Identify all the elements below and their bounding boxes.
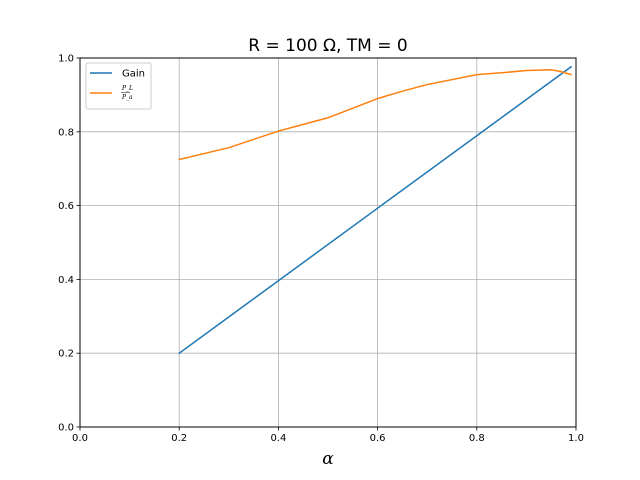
series-line-1	[178, 69, 572, 161]
y-tick-label: 0.6	[58, 201, 74, 212]
x-tick-label: 0.8	[469, 433, 485, 444]
series-line-0	[178, 65, 573, 355]
plot-frame	[79, 57, 577, 428]
x-tick-label: 1.0	[568, 433, 584, 444]
y-tick-label: 0.8	[58, 127, 74, 138]
x-tick-label: 0.0	[72, 433, 88, 444]
y-tick-label: 0.4	[58, 275, 74, 286]
x-tick-label: 0.2	[171, 433, 187, 444]
x-tick-label: 0.4	[270, 433, 286, 444]
x-axis: 0.0 0.2 0.4 0.6 0.8 1.0	[72, 427, 584, 444]
y-tick-label: 0.0	[58, 423, 74, 434]
legend: Gain P_L P_a	[85, 62, 152, 110]
legend-label-gain: Gain	[122, 69, 145, 80]
plot-area	[80, 58, 576, 427]
series-layer	[178, 65, 573, 355]
legend-label-power-ratio-numerator: P_L	[121, 85, 133, 92]
y-tick-label: 1.0	[58, 54, 74, 65]
grid-lines	[79, 57, 577, 428]
chart-title: R = 100 Ω, TM = 0	[248, 36, 407, 56]
legend-box	[85, 62, 152, 110]
x-tick-label: 0.6	[370, 433, 386, 444]
y-axis: 0.0 0.2 0.4 0.6 0.8 1.0	[58, 54, 80, 434]
x-axis-label: α	[322, 449, 334, 469]
y-tick-label: 0.2	[58, 349, 74, 360]
legend-label-power-ratio-denominator: P_a	[121, 94, 133, 101]
